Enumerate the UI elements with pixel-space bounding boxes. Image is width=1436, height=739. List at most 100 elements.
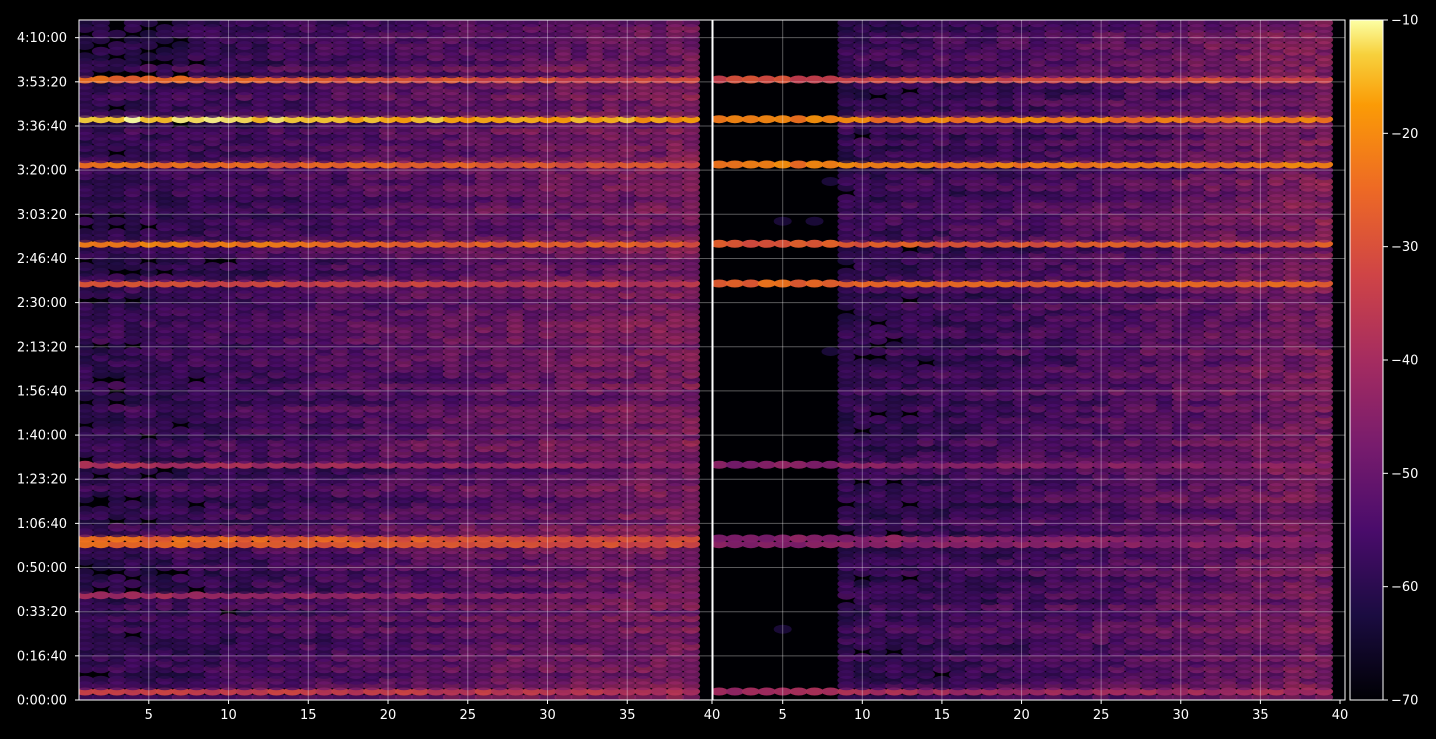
heatmap-cell: [107, 273, 126, 283]
heatmap-cell: [155, 540, 174, 549]
heatmap-cell: [107, 540, 126, 549]
heatmap-cell: [107, 58, 126, 67]
heatmap-cell: [586, 540, 605, 549]
heatmap-cell: [123, 35, 142, 45]
heatmap-cell: [219, 613, 238, 623]
heatmap-cell: [107, 75, 126, 84]
heatmap-cell: [932, 675, 951, 685]
heatmap-cell: [91, 591, 110, 600]
heatmap-cell: [123, 591, 142, 600]
heatmap-cell: [757, 687, 776, 696]
heatmap-cell: [155, 46, 174, 56]
heatmap-cell: [713, 687, 728, 696]
heatmap-cell: [171, 573, 190, 583]
heatmap-cell: [79, 52, 94, 62]
heatmap-cell: [442, 20, 461, 28]
heatmap-cell: [123, 500, 142, 509]
heatmap-cell: [107, 41, 126, 50]
heatmap-cell: [79, 262, 94, 271]
heatmap-cell: [139, 228, 158, 237]
heatmap-cell: [139, 262, 158, 271]
heatmap-cell: [107, 392, 126, 402]
heatmap-cell: [123, 75, 142, 84]
heatmap-cell: [395, 20, 413, 28]
heatmap-cell: [203, 540, 222, 549]
heatmap-cell: [139, 522, 158, 532]
heatmap-cell: [570, 540, 589, 549]
heatmap-cell: [91, 675, 110, 685]
heatmap-cell: [79, 403, 94, 413]
heatmap-cell: [107, 228, 126, 237]
heatmap-cell: [171, 41, 190, 50]
heatmap-cell: [506, 540, 525, 549]
heatmap-cell: [187, 381, 206, 390]
heatmap-cell: [79, 228, 94, 237]
heatmap-cell: [426, 20, 445, 28]
heatmap-cell: [79, 20, 94, 28]
heatmap-cell: [79, 301, 94, 311]
heatmap-cell: [251, 540, 270, 549]
heatmap-cell: [107, 403, 126, 413]
heatmap-cell: [363, 540, 382, 549]
heatmap-cell: [107, 29, 126, 39]
heatmap-cell: [187, 505, 206, 515]
heatmap-cell: [773, 687, 792, 696]
heatmap-cell: [123, 579, 142, 589]
heatmap-cell: [347, 20, 366, 28]
heatmap-cell: [235, 540, 254, 549]
heatmap-cell: [171, 426, 190, 436]
heatmap-cell: [602, 540, 621, 549]
heatmap-cell: [363, 20, 382, 28]
heatmap-cell: [853, 653, 872, 662]
right-heatmap-cells: [713, 20, 1334, 700]
heatmap-cell: [219, 540, 238, 549]
heatmap-cell: [187, 20, 206, 28]
heatmap-cell: [267, 540, 286, 549]
heatmap-cell: [682, 20, 701, 28]
heatmap-cell: [91, 477, 110, 487]
heatmap-cell: [91, 381, 110, 390]
heatmap-cell: [139, 63, 158, 73]
heatmap-cell: [299, 540, 318, 549]
heatmap-cell: [490, 540, 509, 549]
heatmap-cell: [139, 52, 158, 62]
heatmap-cell: [139, 75, 158, 84]
heatmap-cell: [203, 20, 222, 28]
heatmap-cell: [650, 20, 669, 28]
heatmap-cell: [171, 126, 190, 135]
heatmap-cell: [666, 20, 685, 28]
heatmap-cell: [219, 262, 238, 271]
heatmap-cell: [618, 20, 637, 28]
heatmap-cell: [235, 20, 254, 28]
heatmap-cell: [379, 20, 397, 28]
heatmap-cell: [789, 687, 808, 696]
heatmap-cell: [203, 262, 222, 271]
heatmap-cell: [538, 20, 557, 28]
heatmap-cell: [79, 460, 94, 469]
heatmap-cell: [123, 636, 142, 645]
heatmap-cell: [331, 540, 350, 549]
heatmap-cell: [741, 687, 760, 696]
heatmap-cell: [123, 347, 142, 356]
heatmap-cell: [187, 540, 206, 549]
heatmap-cell: [506, 20, 525, 28]
heatmap-cell: [139, 540, 158, 549]
heatmap-cell: [682, 540, 701, 549]
heatmap-cell: [107, 522, 126, 532]
heatmap-cell: [666, 540, 685, 549]
heatmap-cell: [725, 687, 744, 696]
heatmap-cell: [107, 573, 126, 583]
heatmap-cell: [91, 540, 110, 549]
heatmap-cell: [283, 540, 302, 549]
heatmap-cell: [458, 20, 477, 28]
heatmap-cell: [79, 426, 94, 436]
heatmap-cell: [522, 540, 541, 549]
heatmap-cell: [79, 675, 94, 685]
heatmap-cell: [267, 20, 286, 28]
heatmap-cell: [650, 540, 669, 549]
heatmap-cell: [107, 216, 126, 226]
heatmap-cell: [123, 20, 142, 28]
heatmap-cell: [379, 540, 397, 549]
heatmap-cell: [442, 540, 461, 549]
